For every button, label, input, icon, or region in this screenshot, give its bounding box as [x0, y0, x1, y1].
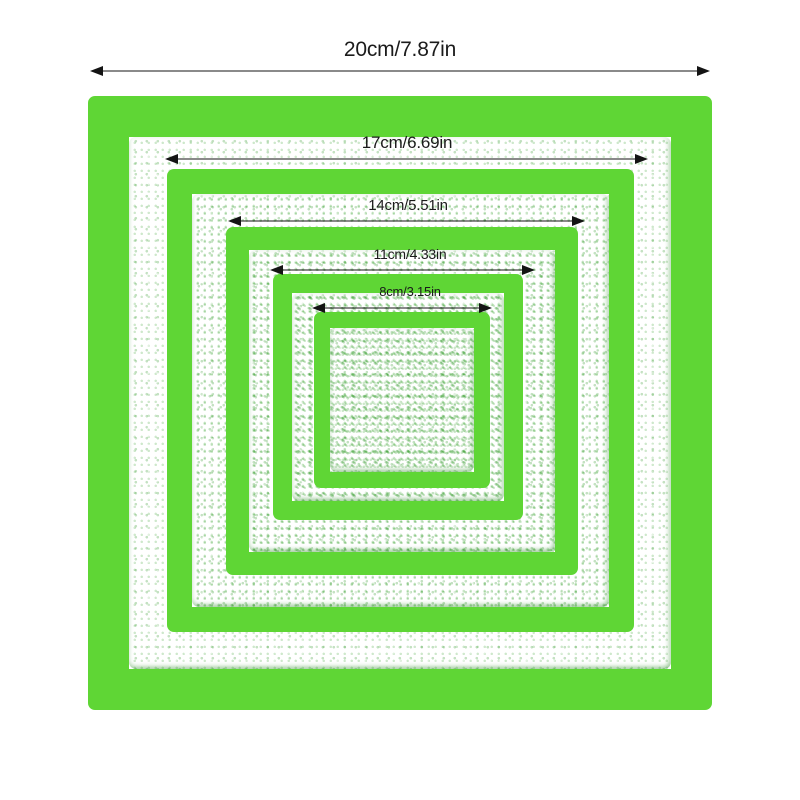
dimension-arrow-20cm: [90, 63, 710, 79]
arrowhead-right-icon: [697, 66, 710, 76]
dimension-arrow-14cm: [228, 213, 585, 229]
dimension-label-8cm: 8cm/3.15in: [379, 284, 441, 299]
dimension-label-11cm: 11cm/4.33in: [373, 246, 447, 262]
arrowhead-right-icon: [522, 265, 535, 275]
foam-frame-17cm: [167, 169, 634, 632]
arrowhead-right-icon: [479, 303, 492, 313]
arrowhead-right-icon: [635, 154, 648, 164]
dimension-label-20cm: 20cm/7.87in: [343, 38, 457, 61]
arrowhead-left-icon: [270, 265, 283, 275]
arrow-line: [97, 70, 703, 72]
arrow-line: [319, 307, 485, 309]
arrowhead-left-icon: [228, 216, 241, 226]
foam-frame-8cm: [314, 312, 490, 488]
arrow-line: [235, 220, 578, 222]
dimension-label-17cm: 17cm/6.69in: [361, 133, 453, 152]
arrowhead-left-icon: [312, 303, 325, 313]
dimension-arrow-8cm: [312, 300, 492, 316]
arrow-line: [277, 269, 528, 271]
dimension-label-14cm: 14cm/5.51in: [368, 197, 448, 214]
arrowhead-left-icon: [165, 154, 178, 164]
arrowhead-left-icon: [90, 66, 103, 76]
arrow-line: [172, 158, 641, 160]
arrowhead-right-icon: [572, 216, 585, 226]
dimension-arrow-17cm: [165, 151, 648, 167]
dimension-arrow-11cm: [270, 262, 535, 278]
